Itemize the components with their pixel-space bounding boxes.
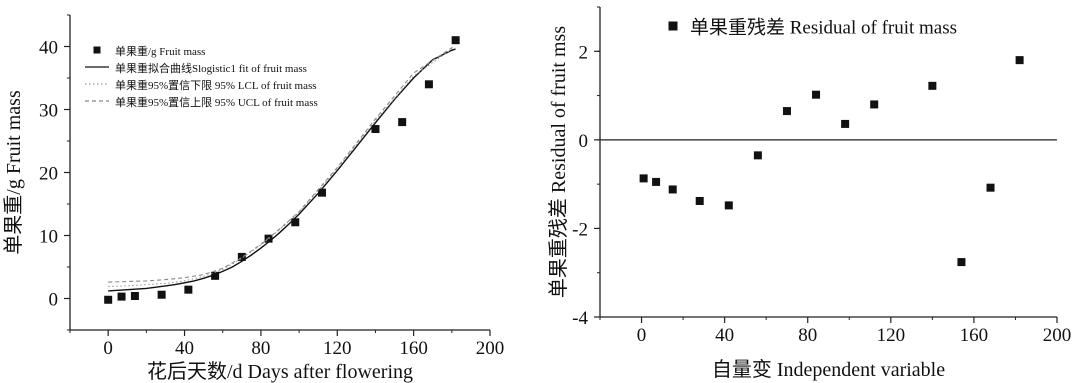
data-point [184, 285, 193, 294]
y-tick-label: -2 [572, 219, 588, 240]
data-point [237, 252, 246, 261]
data-point [782, 107, 791, 116]
legend-label: 单果重拟合曲线Slogistic1 fit of fruit mass [115, 61, 307, 75]
x-tick-label: 120 [877, 325, 906, 346]
y-tick-label: 10 [39, 227, 58, 248]
data-point [1015, 56, 1024, 65]
data-point [157, 290, 166, 299]
data-point [986, 183, 995, 192]
fit-line [108, 48, 456, 292]
y-tick-label: 2 [579, 42, 589, 63]
legend-label: 单果重95%置信上限 95% UCL of fruit mass [115, 95, 318, 109]
residual-chart: 0 40 80 120 160 200 -4 -2 0 2 单果重残差 Residual of fr… [547, 6, 1072, 381]
y-tick-label: 40 [39, 38, 58, 59]
y-axis-label: 单果重/g Fruit mass [2, 90, 25, 255]
x-tick-label: 40 [175, 338, 194, 359]
data-point [291, 218, 300, 227]
lcl-line [108, 47, 456, 288]
x-axis-label: 自量变 Independent variable [712, 358, 945, 381]
data-point [451, 36, 460, 45]
legend: 单果重/g Fruit mass 单果重拟合曲线Slogistic1 fit of… [85, 44, 318, 109]
data-point [398, 118, 407, 127]
data-point [724, 201, 733, 210]
data-point [928, 81, 937, 90]
x-tick-label: 40 [715, 325, 734, 346]
x-tick-label: 0 [637, 325, 647, 346]
x-tick-label: 80 [251, 338, 270, 359]
ucl-line [108, 46, 456, 283]
data-point [652, 177, 661, 186]
x-tick-label: 80 [798, 325, 817, 346]
data-point [753, 151, 762, 160]
y-tick-label: 30 [39, 101, 58, 122]
x-tick-label: 0 [103, 338, 113, 359]
x-tick-label: 160 [960, 325, 989, 346]
legend-marker [93, 46, 101, 54]
x-tick-label: 160 [399, 338, 428, 359]
legend-label: 单果重95%置信下限 95% LCL of fruit mass [115, 78, 317, 92]
x-tick-label: 200 [476, 338, 505, 359]
legend-label: 单果重残差 Residual of fruit mass [690, 17, 957, 39]
data-point [130, 291, 139, 300]
y-tick-label: 0 [579, 131, 589, 152]
data-point [812, 90, 821, 99]
data-point [104, 295, 113, 304]
data-point [695, 196, 704, 205]
legend-label: 单果重/g Fruit mass [115, 44, 205, 58]
legend-marker [668, 21, 678, 31]
x-tick-label: 200 [1043, 325, 1072, 346]
data-point [424, 80, 433, 89]
data-point [957, 258, 966, 267]
data-point [870, 100, 879, 109]
y-tick-label: -4 [572, 308, 588, 329]
legend: 单果重残差 Residual of fruit mass [668, 17, 957, 39]
data-point [841, 119, 850, 128]
data-point [668, 185, 677, 194]
data-point [318, 188, 326, 197]
data-point [371, 125, 380, 134]
y-tick-label: 0 [49, 290, 59, 311]
y-axis-label: 单果重残差 Residual of fruit mss [547, 26, 570, 298]
data-point [639, 174, 648, 183]
data-point [211, 271, 220, 280]
data-point [117, 292, 126, 301]
x-tick-label: 120 [323, 338, 352, 359]
y-tick-label: 20 [39, 164, 58, 185]
x-axis-label: 花后天数/d Days after flowering [147, 360, 413, 383]
